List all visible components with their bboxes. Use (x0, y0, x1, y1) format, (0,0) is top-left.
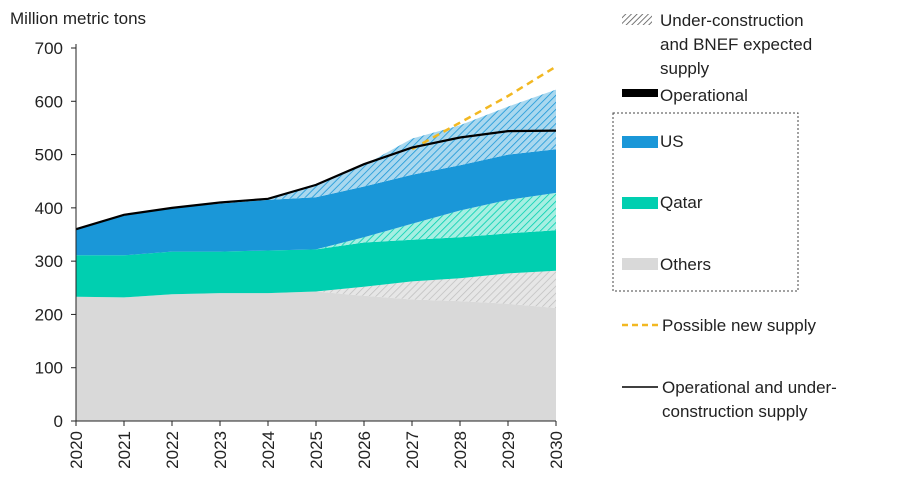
x-tick-label: 2028 (451, 431, 470, 469)
legend-label-qatar: Qatar (660, 193, 703, 212)
area-others-operational (76, 291, 556, 421)
x-tick-label: 2023 (211, 431, 230, 469)
x-tick-label: 2020 (67, 431, 86, 469)
legend-swatch-qatar (622, 197, 658, 209)
legend: Under-construction and BNEF expected sup… (612, 11, 842, 421)
legend-label-under-construction: Under-construction and BNEF expected sup… (660, 11, 817, 78)
legend-label-possible-new-supply: Possible new supply (662, 316, 817, 335)
x-tick-label: 2024 (259, 431, 278, 469)
area-others-under-construction (76, 270, 556, 308)
area-qatar-operational (76, 230, 556, 298)
legend-swatch-us (622, 136, 658, 148)
x-tick-label: 2021 (115, 431, 134, 469)
x-tick-label: 2026 (355, 431, 374, 469)
x-tick-label: 2025 (307, 431, 326, 469)
y-axis: 0 100 200 300 400 500 600 700 (35, 39, 77, 431)
series-line-operational-and-under-construction (75, 129, 557, 231)
x-tick-label: 2029 (499, 431, 518, 469)
y-tick-label: 0 (54, 412, 63, 431)
legend-label-operational: Operational (660, 86, 748, 105)
area-us-under-construction (76, 89, 556, 230)
legend-label-us: US (660, 132, 684, 151)
x-tick-label: 2030 (547, 431, 566, 469)
area-qatar-under-construction (76, 192, 556, 256)
y-axis-unit-label: Million metric tons (10, 9, 146, 28)
y-tick-label: 700 (35, 39, 63, 58)
x-axis: 2020 2021 2022 2023 2024 2025 2026 2027 2028 2029… (67, 420, 566, 469)
legend-swatch-under-construction (622, 14, 652, 25)
legend-swatch-operational (622, 89, 658, 97)
legend-label-others: Others (660, 255, 711, 274)
legend-label-operational-and-uc: Operational and under- construction supp… (662, 378, 842, 421)
legend-swatch-others (622, 258, 658, 270)
plot-area (75, 65, 557, 421)
x-tick-label: 2027 (403, 431, 422, 469)
y-tick-label: 600 (35, 92, 63, 111)
y-tick-label: 100 (35, 359, 63, 378)
y-tick-label: 500 (35, 146, 63, 165)
area-us-operational (76, 149, 556, 256)
legend-operational-group-box (612, 112, 799, 292)
y-tick-label: 200 (35, 305, 63, 324)
series-line-possible-new-supply (411, 65, 557, 151)
y-tick-label: 300 (35, 252, 63, 271)
y-tick-label: 400 (35, 199, 63, 218)
x-tick-label: 2022 (163, 431, 182, 469)
